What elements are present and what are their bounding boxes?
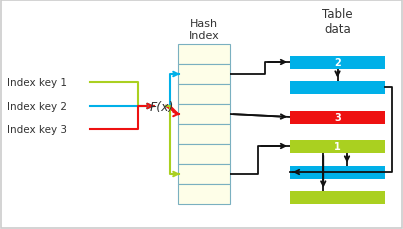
Bar (178, 124, 230, 144)
Text: 2: 2 (334, 58, 341, 68)
Bar (290, 56, 385, 69)
Text: Index key 2: Index key 2 (7, 101, 67, 112)
Text: F(x): F(x) (150, 100, 174, 113)
Text: 1: 1 (334, 141, 341, 151)
Bar (178, 144, 230, 164)
Text: Index key 3: Index key 3 (7, 124, 67, 134)
Bar (178, 164, 230, 184)
Text: Index key 1: Index key 1 (7, 78, 67, 88)
Bar (178, 45, 230, 65)
Text: Hash
Index: Hash Index (189, 19, 219, 41)
Text: Table
data: Table data (322, 8, 353, 36)
Bar (290, 140, 385, 153)
Bar (178, 85, 230, 105)
Text: 3: 3 (334, 112, 341, 123)
Bar (290, 191, 385, 204)
Bar (178, 65, 230, 85)
Bar (178, 184, 230, 204)
Bar (178, 105, 230, 124)
Bar (290, 111, 385, 124)
Bar (290, 81, 385, 94)
Bar (290, 166, 385, 179)
